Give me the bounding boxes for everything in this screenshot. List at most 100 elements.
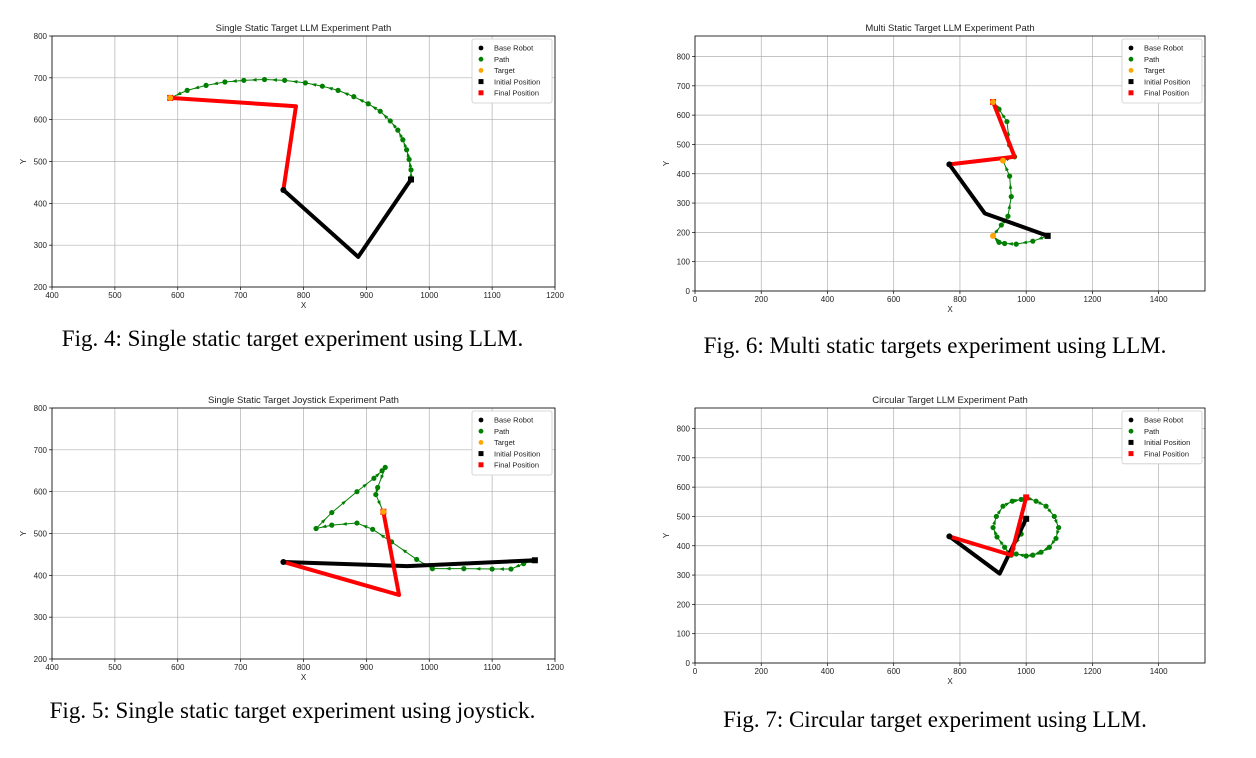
path-arrowhead — [1056, 530, 1060, 536]
path-arrowhead — [320, 518, 327, 524]
legend-marker-base-robot — [1128, 45, 1134, 51]
y-tick-label: 300 — [34, 613, 48, 622]
path-point — [387, 118, 393, 124]
path-arrowhead — [341, 500, 347, 506]
chart-title: Single Static Target Joystick Experiment… — [208, 395, 399, 406]
y-tick-label: 700 — [677, 454, 691, 463]
path-point — [400, 137, 406, 143]
path-arrowhead — [310, 83, 317, 87]
y-tick-label: 800 — [677, 53, 691, 62]
initial-position-arm — [283, 558, 535, 569]
final-position-arm — [282, 511, 402, 597]
chart-panel-fig7: Circular Target LLM Experiment Path 0 200 4… — [640, 372, 1256, 732]
path-point — [354, 520, 360, 526]
path-point — [313, 525, 319, 532]
path-arrowhead — [375, 472, 381, 478]
path-point — [1005, 213, 1011, 219]
legend-marker-base-robot — [478, 45, 484, 51]
x-axis-label: X — [301, 673, 307, 682]
path-arrowhead — [992, 519, 996, 525]
target-point — [167, 94, 174, 101]
path-arrowhead — [409, 171, 413, 178]
plot-frame — [51, 35, 556, 288]
x-tick-label: 700 — [234, 663, 248, 672]
y-tick-label: 700 — [34, 446, 48, 455]
initial-position-arm — [947, 163, 1049, 238]
path-point — [1030, 238, 1036, 244]
y-tick-label: 400 — [677, 542, 691, 551]
legend-label: Target — [1144, 66, 1166, 75]
path-point — [282, 77, 288, 83]
path-point — [1051, 513, 1057, 520]
final-position-arm — [170, 95, 298, 191]
y-tick-label: 200 — [34, 283, 48, 292]
path-arrowhead — [371, 105, 378, 111]
legend-label: Target — [494, 66, 516, 75]
path-point — [429, 566, 435, 572]
path-point — [414, 556, 420, 563]
y-axis-label: Y — [662, 532, 671, 538]
legend-marker-target — [478, 440, 484, 445]
x-tick-label: 0 — [693, 295, 698, 304]
path-arrowhead — [376, 500, 381, 506]
path-arrowhead — [1008, 183, 1013, 189]
y-tick-label: 300 — [677, 571, 691, 580]
x-tick-label: 1000 — [1017, 667, 1035, 676]
path-point — [222, 79, 228, 85]
y-tick-label: 600 — [677, 111, 691, 120]
path-point — [184, 87, 190, 93]
initial-position-marker — [531, 557, 538, 564]
path-arrowhead — [996, 508, 1002, 515]
path-point — [994, 534, 1000, 540]
target-point — [990, 232, 997, 239]
y-tick-label: 800 — [34, 404, 48, 413]
y-tick-label: 600 — [34, 488, 48, 497]
x-axis-label: X — [301, 301, 307, 310]
path-arrowhead — [1034, 551, 1040, 555]
path-point — [1002, 544, 1008, 550]
x-tick-label: 900 — [360, 663, 374, 672]
legend-box — [1121, 38, 1203, 104]
path-point — [373, 491, 379, 498]
path-point — [508, 566, 514, 572]
chart-panel-fig6: Multi Static Target LLM Experiment Path 0… — [640, 0, 1256, 358]
y-axis-label: Y — [19, 158, 28, 164]
path-arrowhead — [321, 524, 327, 529]
path-arrowhead — [251, 78, 257, 82]
y-tick-label: 500 — [34, 530, 48, 539]
path-point — [1013, 241, 1019, 247]
path-arrowhead — [1001, 112, 1006, 119]
caption-fig7: Fig. 7: Circular target experiment using… — [723, 707, 1147, 732]
x-tick-label: 800 — [953, 667, 967, 676]
x-tick-label: 500 — [108, 663, 122, 672]
y-tick-label: 800 — [677, 425, 691, 434]
path-point — [351, 94, 357, 100]
x-tick-label: 1400 — [1150, 667, 1168, 676]
y-tick-label: 400 — [677, 170, 691, 179]
y-tick-label: 400 — [34, 199, 48, 208]
x-tick-label: 600 — [887, 667, 901, 676]
x-tick-label: 1200 — [1084, 295, 1102, 304]
initial-position-arm — [282, 178, 413, 259]
legend-marker-path — [478, 428, 484, 434]
y-tick-label: 400 — [34, 571, 48, 580]
plot-frame — [694, 35, 1206, 292]
y-tick-label: 300 — [677, 199, 691, 208]
y-tick-label: 600 — [677, 483, 691, 492]
legend-marker-initial-position — [478, 451, 484, 457]
path-arrowhead — [292, 80, 298, 84]
legend-label: Base Robot — [1144, 416, 1184, 425]
path-arrowhead — [327, 87, 334, 91]
y-tick-label: 500 — [34, 158, 48, 167]
path-arrowhead — [1014, 499, 1020, 503]
legend-marker-initial-position — [1128, 79, 1134, 85]
chart-panel-fig5: Single Static Target Joystick Experiment… — [0, 372, 620, 723]
x-tick-label: 1200 — [546, 663, 564, 672]
legend-label: Path — [494, 427, 509, 436]
legend-label: Final Position — [1144, 449, 1189, 458]
x-tick-label: 1000 — [1017, 295, 1035, 304]
x-tick-label: 800 — [297, 663, 311, 672]
legend-box — [1121, 410, 1203, 465]
chart-panel-fig4: Single Static Target LLM Experiment Path… — [0, 0, 620, 351]
legend-label: Path — [1144, 55, 1159, 64]
